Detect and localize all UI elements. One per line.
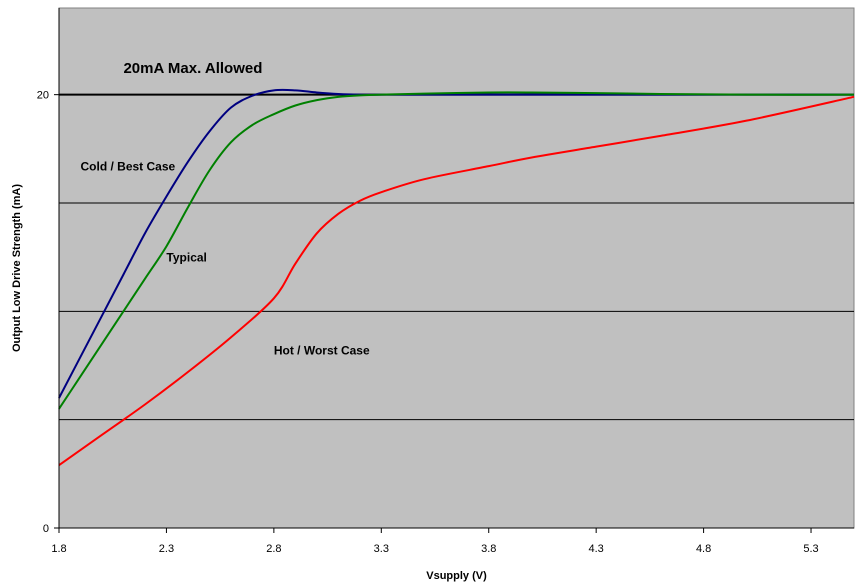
x-tick-label: 2.3 (159, 543, 174, 555)
plot-area (58, 7, 855, 529)
x-tick-label: 1.8 (51, 543, 66, 555)
annotation-hot-worst-case: Hot / Worst Case (274, 344, 370, 358)
x-axis-title: Vsupply (V) (426, 570, 487, 582)
x-tick-label: 3.8 (481, 543, 496, 555)
x-tick-label: 4.3 (589, 543, 604, 555)
series-layer (58, 88, 855, 466)
axes: 1.8 2.3 2.8 3.3 3.8 4.3 4.8 5.3 0 20 (37, 8, 854, 555)
y-axis-title: Output Low Drive Strength (mA) (11, 184, 23, 352)
annotation-cold-best-case: Cold / Best Case (80, 160, 175, 174)
y-tick-label: 0 (43, 523, 49, 535)
x-tick-label: 3.3 (374, 543, 389, 555)
annotation-20ma-max-allowed: 20mA Max. Allowed (123, 60, 262, 77)
x-tick-label: 5.3 (803, 543, 818, 555)
series-line-hot-worst-case (58, 95, 855, 466)
x-tick-label: 2.8 (266, 543, 281, 555)
x-tick-label: 4.8 (696, 543, 711, 555)
series-line-cold-best-case (58, 88, 854, 399)
series-line-typical (58, 91, 855, 410)
y-tick-label: 20 (37, 90, 49, 102)
annotations: 20mA Max. Allowed Cold / Best Case Typical… (80, 60, 369, 358)
annotation-typical: Typical (166, 251, 206, 265)
